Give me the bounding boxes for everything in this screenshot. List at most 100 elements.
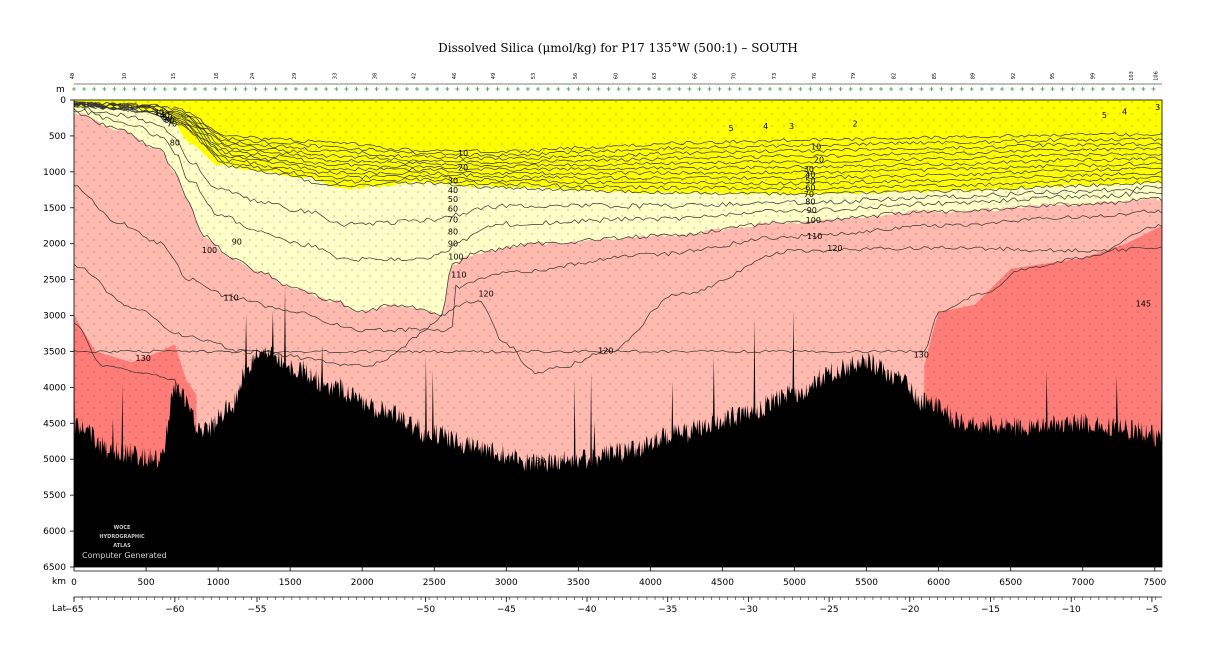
latitude-tick-label: −15 — [981, 605, 1000, 615]
station-label: 29 — [292, 73, 298, 79]
distance-tick-label: 1000 — [207, 578, 230, 588]
contour-label: 50 — [805, 177, 815, 186]
contour-label: 110 — [451, 271, 466, 280]
latitude-tick-label: −50 — [416, 605, 435, 615]
depth-tick-label: 2500 — [43, 276, 66, 286]
contour-line — [74, 100, 1162, 154]
distance-tick-label: 500 — [137, 578, 154, 588]
contour-label: 40 — [805, 171, 815, 180]
contour-label: 3 — [1155, 103, 1160, 112]
distance-tick-label: 6500 — [999, 578, 1022, 588]
contour-label: 3 — [789, 122, 794, 131]
depth-tick-label: 1000 — [43, 168, 66, 178]
station-label: 60 — [613, 73, 619, 79]
contour-line — [74, 224, 1162, 354]
computer-generated-credit: Computer Generated — [82, 551, 167, 560]
woce-logo: WOCE HYDROGRAPHIC ATLAS Computer Generat… — [82, 525, 167, 560]
distance-tick-label: 4500 — [711, 578, 734, 588]
depth-tick-label: 4500 — [43, 419, 66, 429]
depth-unit-label: m — [56, 85, 65, 95]
contour-label: 60 — [448, 205, 458, 214]
depth-tick-label: 3500 — [43, 347, 66, 357]
depth-tick-label: 4000 — [43, 383, 66, 393]
distance-tick-label: 3500 — [567, 578, 590, 588]
contour-line — [74, 101, 1162, 158]
station-label: 24 — [250, 73, 256, 79]
station-label: 92 — [1011, 73, 1017, 79]
contour-label: 60 — [164, 116, 174, 125]
latitude-label: Lat — [52, 604, 67, 614]
station-label: 18 — [214, 73, 220, 79]
contour-label: 120 — [478, 289, 493, 298]
station-label: 49 — [491, 73, 497, 79]
contour-label: 145 — [1136, 299, 1151, 308]
station-label: 38 — [373, 73, 379, 79]
contour-label: 50 — [163, 113, 173, 122]
contour-line — [74, 103, 1162, 186]
contour-label: 5 — [729, 124, 734, 133]
station-label: 76 — [812, 73, 818, 79]
distance-tick-label: 1500 — [279, 578, 302, 588]
contour-label: 110 — [807, 232, 822, 241]
depth-tick-label: 0 — [60, 96, 66, 106]
distance-tick-label: 4000 — [639, 578, 662, 588]
station-label: 46 — [452, 73, 458, 79]
logo-line-hydrographic: HYDROGRAPHIC — [99, 534, 145, 540]
contour-label: 80 — [805, 197, 815, 206]
logo-line-atlas: ATLAS — [113, 543, 131, 549]
station-label: 33 — [332, 73, 338, 79]
station-label: 42 — [412, 73, 418, 79]
contour-label: 2 — [853, 120, 858, 129]
contour-line — [74, 102, 1162, 165]
contour-label: 80 — [170, 138, 180, 147]
contour-line — [74, 108, 1162, 262]
station-label: 15 — [171, 73, 177, 79]
contour-label: 30 — [804, 165, 814, 174]
latitude-axis: −65 −60 −55 −50 −45 −40 −35 −30 −25 −20 −15 −10 −5 — [65, 596, 1162, 615]
contour-label: 100 — [448, 253, 463, 262]
contour-label: 110 — [223, 294, 238, 303]
depth-axis: 0 500 1000 1500 2000 2500 3000 3500 4000 4500 5000… — [43, 96, 74, 573]
distance-axis: 0 500 1000 1500 2000 2500 3000 3500 4000 4500 5000… — [71, 567, 1167, 588]
station-label: 95 — [1050, 73, 1056, 79]
contour-line — [74, 103, 1162, 181]
contour-label: 100 — [806, 216, 821, 225]
station-label: 10 — [122, 73, 128, 79]
seafloor-bathymetry — [74, 286, 1162, 567]
station-label: 89 — [971, 73, 977, 79]
contour-label: 5 — [1102, 111, 1107, 120]
distance-unit-label: km — [52, 577, 66, 587]
contour-label: 30 — [154, 108, 164, 117]
station-label: 48 — [70, 73, 76, 79]
depth-tick-label: 6000 — [43, 527, 66, 537]
contour-label: 40 — [448, 186, 458, 195]
latitude-tick-label: −20 — [900, 605, 919, 615]
contour-line — [74, 101, 1162, 161]
station-label: 63 — [652, 73, 658, 79]
depth-tick-label: 5500 — [43, 491, 66, 501]
contour-label: 10 — [811, 143, 821, 152]
station-label: 73 — [772, 73, 778, 79]
latitude-tick-label: −10 — [1062, 605, 1081, 615]
plot-area — [74, 100, 1162, 567]
depth-tick-label: 3000 — [43, 312, 66, 322]
distance-tick-label: 7500 — [1143, 578, 1166, 588]
contour-line — [74, 102, 1162, 176]
contour-label: 90 — [807, 206, 817, 215]
latitude-tick-label: −5 — [1145, 605, 1158, 615]
contour-line — [74, 105, 1162, 227]
plot-frame — [73, 99, 1163, 568]
contour-label: 80 — [448, 228, 458, 237]
contour-line — [74, 102, 1162, 168]
latitude-tick-label: −40 — [578, 605, 597, 615]
contour-label: 70 — [448, 215, 458, 224]
depth-tick-label: 1500 — [43, 204, 66, 214]
station-label: 103 — [1129, 71, 1135, 81]
contour-label: 70 — [804, 190, 814, 199]
contour-label: 70 — [167, 120, 177, 129]
contour-line — [74, 103, 1162, 196]
distance-tick-label: 5500 — [855, 578, 878, 588]
contour-label: 130 — [914, 350, 929, 359]
